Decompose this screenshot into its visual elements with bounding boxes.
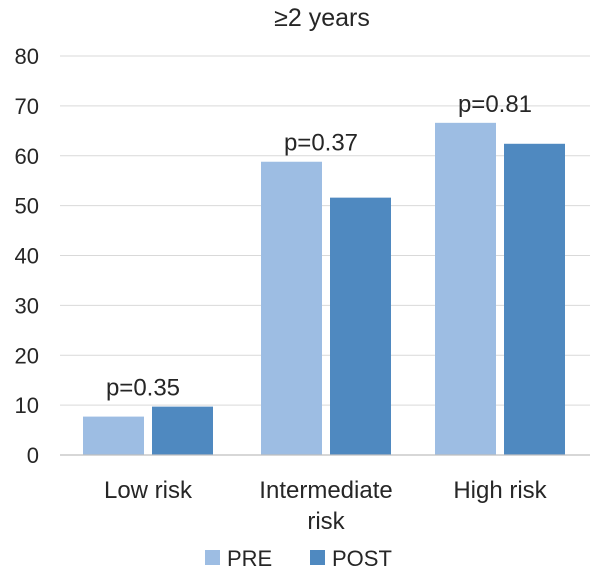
p-value-label: p=0.81 [458,91,532,118]
y-tick-label: 60 [15,144,39,169]
category-label: Intermediate [259,477,392,504]
bars [83,122,565,456]
legend-label-post: POST [332,546,392,571]
y-tick-label: 40 [15,244,39,269]
y-tick-label: 30 [15,293,39,318]
bar-post-0 [152,406,213,455]
legend-swatch-pre [205,550,220,565]
y-tick-label: 70 [15,94,39,119]
y-tick-label: 50 [15,194,39,219]
category-labels: Low risk Intermediate risk High risk [104,477,548,535]
y-tick-label: 0 [27,443,39,468]
bar-pre-1 [261,161,322,456]
legend-swatch-post [310,550,325,565]
bar-pre-2 [435,122,496,456]
category-label: Low risk [104,477,193,504]
category-label: risk [307,508,345,535]
p-value-labels: p=0.35 p=0.37 p=0.81 [106,91,532,402]
y-tick-label: 10 [15,393,39,418]
y-tick-label: 20 [15,343,39,368]
p-value-label: p=0.35 [106,375,180,402]
y-tick-label: 80 [15,44,39,69]
bar-pre-0 [83,416,144,455]
bar-post-2 [504,143,565,455]
bar-post-1 [330,197,391,455]
chart-title: ≥2 years [274,4,370,32]
legend: PRE POST [205,546,392,571]
category-label: High risk [453,477,547,504]
legend-label-pre: PRE [227,546,272,571]
gridlines [60,55,590,406]
y-axis-tick-labels: 0 10 20 30 40 50 60 70 80 [15,44,39,468]
p-value-label: p=0.37 [284,130,358,157]
